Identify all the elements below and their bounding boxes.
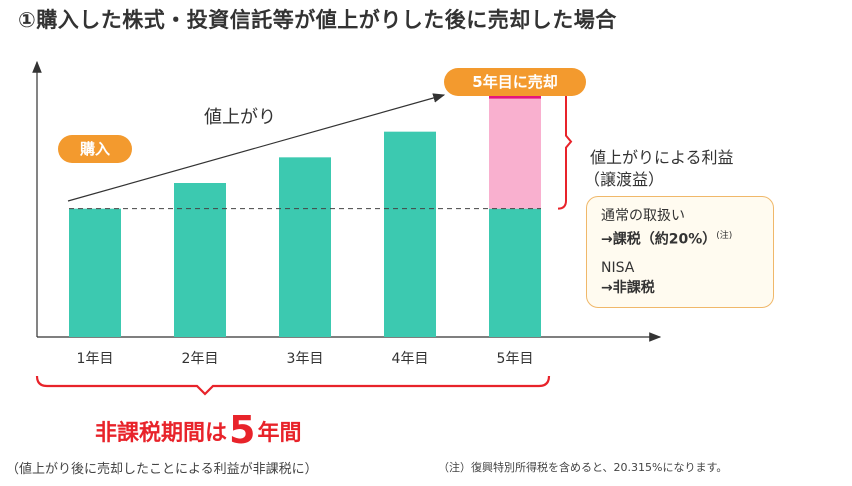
- footer-note: （注）復興特別所得税を含めると、20.315%になります。: [438, 461, 728, 474]
- bar-3: [279, 157, 331, 337]
- x-tick-label: 5年目: [497, 351, 534, 367]
- period-number: 5: [229, 408, 256, 452]
- x-tick-label: 1年目: [77, 351, 114, 367]
- normal-result: →課税（約20%）(注): [601, 226, 773, 250]
- page-title: ①購入した株式・投資信託等が値上がりした後に売却した場合: [18, 8, 617, 32]
- normal-label: 通常の取扱い: [601, 208, 685, 224]
- note-mark: (注): [716, 231, 733, 241]
- period-prefix: 非課税期間は: [95, 421, 228, 446]
- sell-pill: 5年目に売却: [444, 68, 586, 96]
- bar-5-gain: [489, 98, 541, 209]
- rise-label: 値上がり: [204, 107, 276, 128]
- period-suffix: 年間: [257, 421, 302, 446]
- x-tick-label: 4年目: [392, 351, 429, 367]
- gain-sublabel: （譲渡益）: [584, 170, 665, 189]
- footer-explanation: （値上がり後に売却したことによる利益が非課税に）: [6, 462, 318, 477]
- tax-free-period: 非課税期間は5年間: [95, 408, 301, 452]
- x-tick-label: 3年目: [287, 351, 324, 367]
- nisa-result: →非課税: [601, 279, 655, 296]
- bar-1: [69, 208, 121, 337]
- rise-arrow: [67, 93, 446, 202]
- bar-2: [174, 183, 226, 337]
- x-tick-label: 2年目: [182, 351, 219, 367]
- period-bracket: [35, 375, 551, 396]
- buy-pill: 購入: [58, 135, 132, 163]
- bar-5-base: [489, 208, 541, 337]
- tax-info-box: 通常の取扱い →課税（約20%）(注) NISA →非課税: [586, 196, 774, 308]
- nisa-label: NISA: [601, 259, 635, 276]
- gain-label: 値上がりによる利益: [590, 148, 734, 167]
- normal-result-text: →課税（約20%）: [601, 231, 717, 248]
- bar-4: [384, 131, 436, 337]
